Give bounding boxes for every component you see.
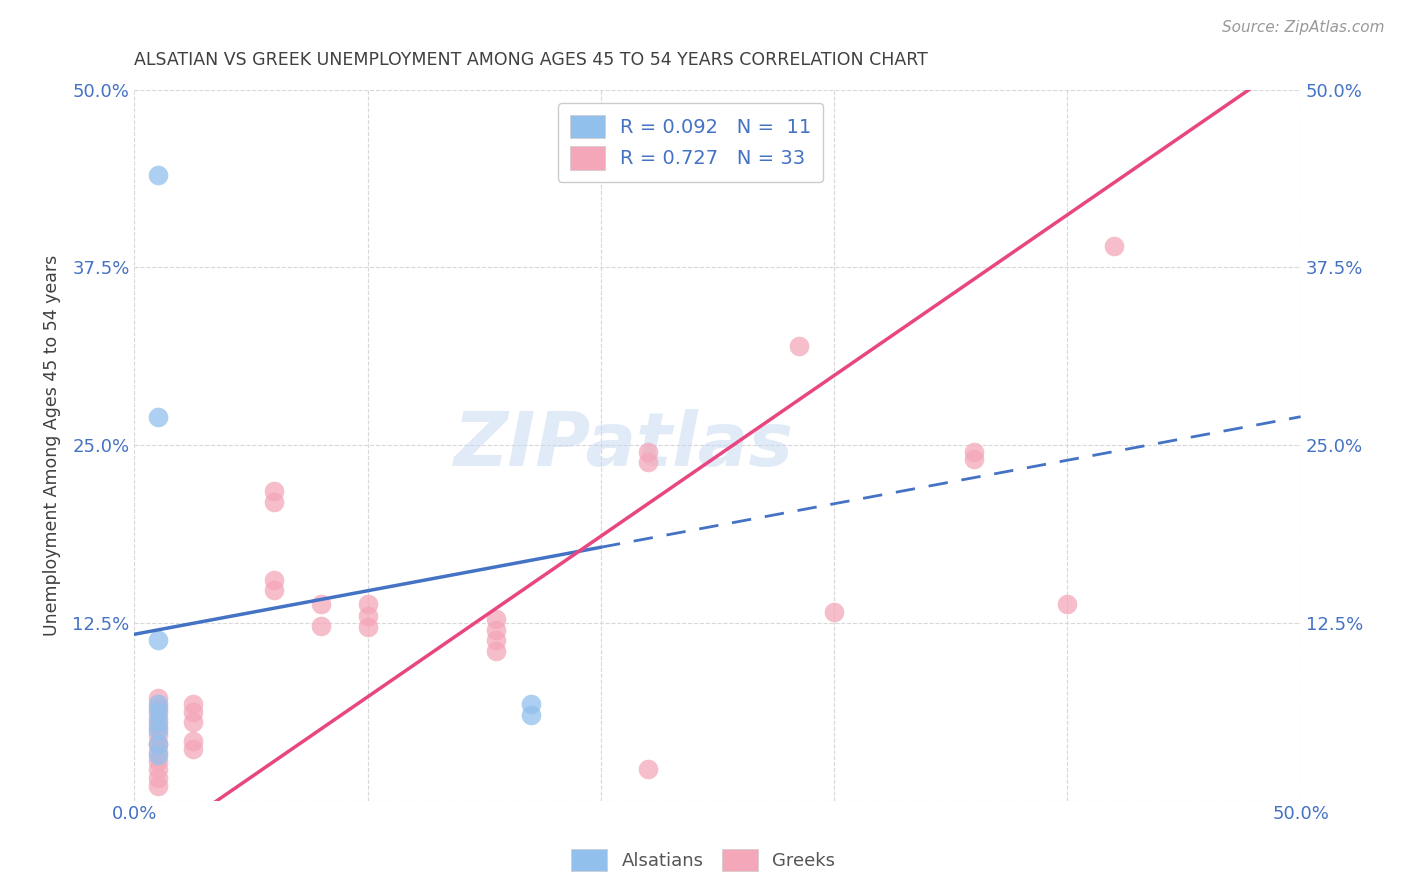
- Point: [309, 618, 332, 632]
- Point: [146, 701, 169, 715]
- Point: [520, 697, 543, 711]
- Legend: Alsatians, Greeks: Alsatians, Greeks: [564, 842, 842, 879]
- Point: [485, 623, 508, 637]
- Point: [1056, 598, 1078, 612]
- Point: [485, 632, 508, 647]
- Point: [146, 168, 169, 182]
- Point: [263, 495, 285, 509]
- Point: [309, 598, 332, 612]
- Point: [637, 455, 659, 469]
- Text: ALSATIAN VS GREEK UNEMPLOYMENT AMONG AGES 45 TO 54 YEARS CORRELATION CHART: ALSATIAN VS GREEK UNEMPLOYMENT AMONG AGE…: [135, 51, 928, 69]
- Point: [181, 742, 204, 756]
- Point: [146, 409, 169, 424]
- Point: [146, 723, 169, 737]
- Point: [963, 445, 986, 459]
- Point: [146, 771, 169, 785]
- Point: [146, 697, 169, 711]
- Point: [146, 762, 169, 776]
- Point: [146, 711, 169, 725]
- Point: [146, 737, 169, 751]
- Point: [1102, 239, 1125, 253]
- Legend: R = 0.092   N =  11, R = 0.727   N = 33: R = 0.092 N = 11, R = 0.727 N = 33: [558, 103, 824, 181]
- Point: [357, 598, 380, 612]
- Point: [357, 608, 380, 623]
- Point: [146, 754, 169, 768]
- Point: [823, 605, 845, 619]
- Point: [637, 445, 659, 459]
- Point: [146, 632, 169, 647]
- Point: [146, 780, 169, 794]
- Point: [146, 737, 169, 751]
- Point: [146, 706, 169, 720]
- Point: [485, 612, 508, 626]
- Point: [181, 697, 204, 711]
- Text: ZIPatlas: ZIPatlas: [454, 409, 794, 482]
- Point: [263, 583, 285, 598]
- Point: [146, 748, 169, 763]
- Point: [485, 644, 508, 658]
- Point: [146, 715, 169, 730]
- Point: [181, 706, 204, 720]
- Point: [263, 573, 285, 587]
- Y-axis label: Unemployment Among Ages 45 to 54 years: Unemployment Among Ages 45 to 54 years: [44, 254, 60, 636]
- Point: [787, 338, 810, 352]
- Point: [146, 745, 169, 759]
- Point: [637, 762, 659, 776]
- Point: [146, 728, 169, 742]
- Point: [963, 452, 986, 467]
- Point: [146, 720, 169, 734]
- Point: [181, 734, 204, 748]
- Text: Source: ZipAtlas.com: Source: ZipAtlas.com: [1222, 20, 1385, 35]
- Point: [520, 708, 543, 723]
- Point: [181, 715, 204, 730]
- Point: [263, 483, 285, 498]
- Point: [357, 620, 380, 634]
- Point: [146, 691, 169, 706]
